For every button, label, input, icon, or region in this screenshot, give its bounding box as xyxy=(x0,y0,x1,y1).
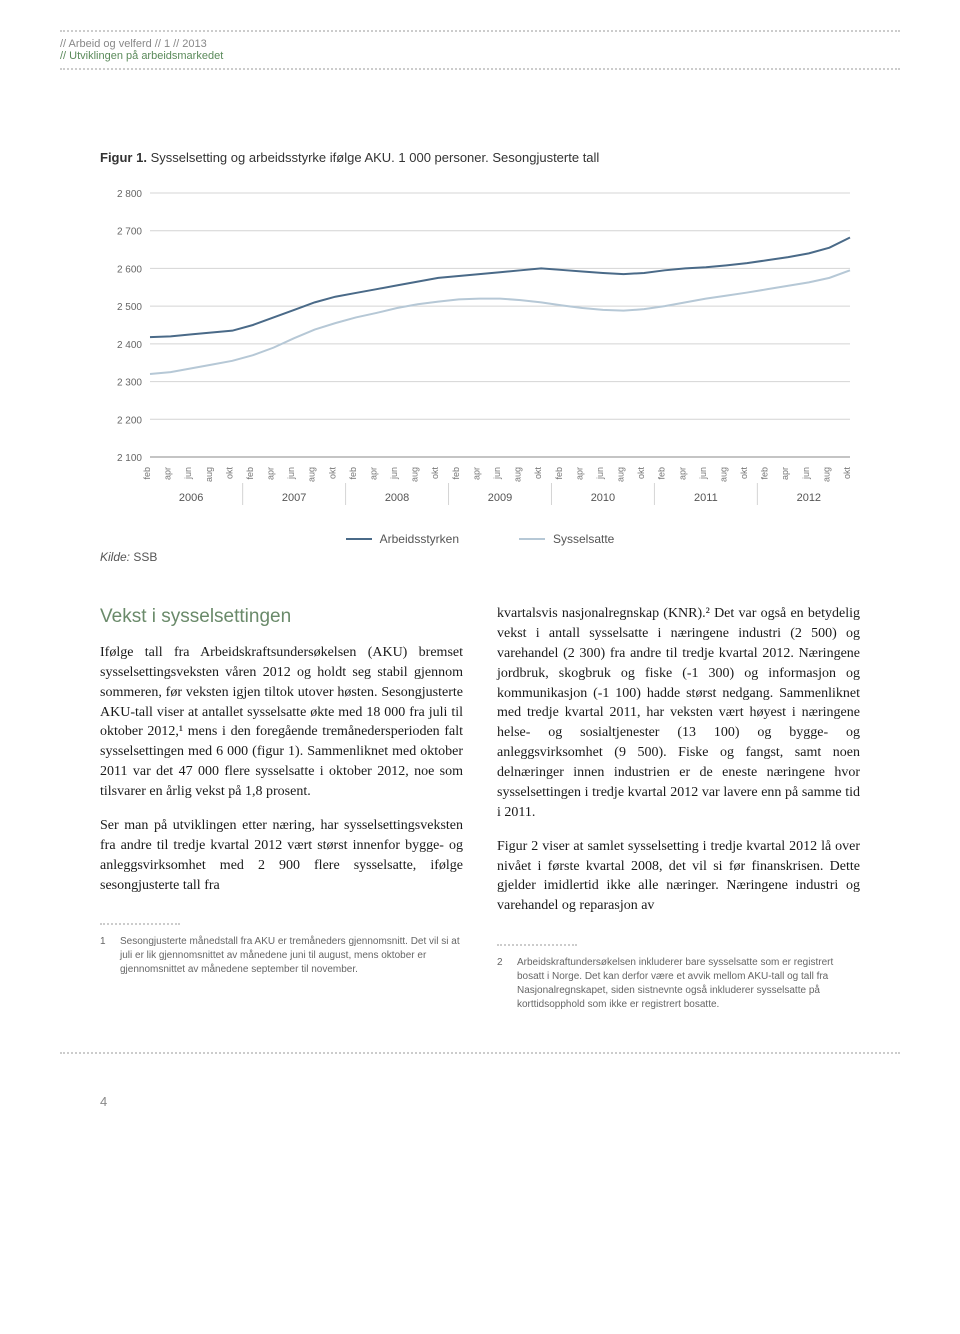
footnote-2: 2 Arbeidskraftundersøkelsen inkluderer b… xyxy=(497,956,860,1012)
svg-text:2012: 2012 xyxy=(797,492,821,504)
figure-caption: Figur 1. Sysselsetting og arbeidsstyrke … xyxy=(100,150,900,165)
svg-text:okt: okt xyxy=(327,467,337,480)
svg-text:jun: jun xyxy=(698,467,708,480)
svg-text:2011: 2011 xyxy=(694,492,718,504)
header-line-1: // Arbeid og velferd // 1 // 2013 xyxy=(60,38,900,50)
svg-text:2 600: 2 600 xyxy=(117,264,142,275)
svg-text:feb: feb xyxy=(348,467,358,480)
svg-text:apr: apr xyxy=(780,467,790,480)
svg-text:aug: aug xyxy=(204,467,214,482)
footnote-2-num: 2 xyxy=(497,956,507,1012)
svg-text:feb: feb xyxy=(245,467,255,480)
svg-text:jun: jun xyxy=(286,467,296,480)
legend-swatch-0 xyxy=(346,538,372,540)
svg-text:2 400: 2 400 xyxy=(117,340,142,351)
svg-text:aug: aug xyxy=(410,467,420,482)
legend-label-1: Sysselsatte xyxy=(553,532,614,546)
figure-number: Figur 1. xyxy=(100,150,147,165)
svg-text:apr: apr xyxy=(368,467,378,480)
source-value: SSB xyxy=(130,550,157,564)
legend-item-arbeidsstyrken: Arbeidsstyrken xyxy=(346,532,459,546)
section-heading: Vekst i sysselsettingen xyxy=(100,604,463,631)
svg-text:apr: apr xyxy=(471,467,481,480)
footnote-1-text: Sesongjusterte månedstall fra AKU er tre… xyxy=(120,935,463,977)
svg-text:2008: 2008 xyxy=(385,492,409,504)
footnote-2-text: Arbeidskraftundersøkelsen inkluderer bar… xyxy=(517,956,860,1012)
svg-text:2 800: 2 800 xyxy=(117,189,142,200)
svg-text:2009: 2009 xyxy=(488,492,512,504)
chart-legend: Arbeidsstyrken Sysselsatte xyxy=(100,532,860,546)
legend-item-sysselsatte: Sysselsatte xyxy=(519,532,614,546)
source-label: Kilde: xyxy=(100,550,130,564)
svg-text:2010: 2010 xyxy=(591,492,615,504)
column-left: Vekst i sysselsettingen Ifølge tall fra … xyxy=(100,604,463,1012)
left-para-2: Ser man på utviklingen etter næring, har… xyxy=(100,816,463,896)
svg-text:2 300: 2 300 xyxy=(117,378,142,389)
right-para-1: kvartalsvis nasjonalregnskap (KNR).² Det… xyxy=(497,604,860,823)
svg-text:2006: 2006 xyxy=(179,492,203,504)
figure-source: Kilde: SSB xyxy=(100,550,900,564)
svg-text:okt: okt xyxy=(224,467,234,480)
svg-text:aug: aug xyxy=(307,467,317,482)
svg-text:2 200: 2 200 xyxy=(117,415,142,426)
header-bottom-rule xyxy=(60,68,900,70)
footnote-1-num: 1 xyxy=(100,935,110,977)
svg-text:okt: okt xyxy=(739,467,749,480)
right-para-2: Figur 2 viser at samlet sysselsetting i … xyxy=(497,837,860,917)
svg-text:aug: aug xyxy=(513,467,523,482)
svg-text:2 500: 2 500 xyxy=(117,302,142,313)
line-chart: 2 100 2 200 2 300 2 400 2 500 2 600 2 700 2 800… xyxy=(100,183,860,513)
svg-text:apr: apr xyxy=(266,467,276,480)
left-para-1: Ifølge tall fra Arbeidskraftsundersøkels… xyxy=(100,643,463,802)
column-right: kvartalsvis nasjonalregnskap (KNR).² Det… xyxy=(497,604,860,1012)
svg-text:okt: okt xyxy=(533,467,543,480)
svg-text:jun: jun xyxy=(492,467,502,480)
svg-text:jun: jun xyxy=(801,467,811,480)
svg-text:aug: aug xyxy=(616,467,626,482)
footnote-1: 1 Sesongjusterte månedstall fra AKU er t… xyxy=(100,935,463,977)
svg-text:apr: apr xyxy=(163,467,173,480)
svg-text:okt: okt xyxy=(842,467,852,480)
page-root: // Arbeid og velferd // 1 // 2013 // Utv… xyxy=(0,0,960,1149)
footnote-rule-left xyxy=(100,923,180,925)
legend-label-0: Arbeidsstyrken xyxy=(380,532,459,546)
chart-container: 2 100 2 200 2 300 2 400 2 500 2 600 2 700 2 800… xyxy=(100,183,860,546)
svg-text:aug: aug xyxy=(718,467,728,482)
svg-text:jun: jun xyxy=(389,467,399,480)
running-header: // Arbeid og velferd // 1 // 2013 // Utv… xyxy=(60,38,900,62)
svg-text:okt: okt xyxy=(636,467,646,480)
svg-text:2 700: 2 700 xyxy=(117,227,142,238)
bottom-rule xyxy=(60,1052,900,1054)
footnote-rule-right xyxy=(497,944,577,946)
svg-text:apr: apr xyxy=(677,467,687,480)
svg-text:2007: 2007 xyxy=(282,492,306,504)
svg-text:aug: aug xyxy=(821,467,831,482)
header-line-2: // Utviklingen på arbeidsmarkedet xyxy=(60,50,900,62)
svg-text:feb: feb xyxy=(760,467,770,480)
svg-text:apr: apr xyxy=(574,467,584,480)
svg-text:jun: jun xyxy=(183,467,193,480)
svg-text:feb: feb xyxy=(554,467,564,480)
svg-text:feb: feb xyxy=(451,467,461,480)
svg-text:okt: okt xyxy=(430,467,440,480)
body-columns: Vekst i sysselsettingen Ifølge tall fra … xyxy=(100,604,860,1012)
svg-text:feb: feb xyxy=(142,467,152,480)
figure-caption-text: Sysselsetting og arbeidsstyrke ifølge AK… xyxy=(147,150,599,165)
top-rule xyxy=(60,30,900,32)
legend-swatch-1 xyxy=(519,538,545,540)
svg-text:jun: jun xyxy=(595,467,605,480)
page-number: 4 xyxy=(100,1094,900,1109)
svg-text:feb: feb xyxy=(657,467,667,480)
svg-text:2 100: 2 100 xyxy=(117,453,142,464)
